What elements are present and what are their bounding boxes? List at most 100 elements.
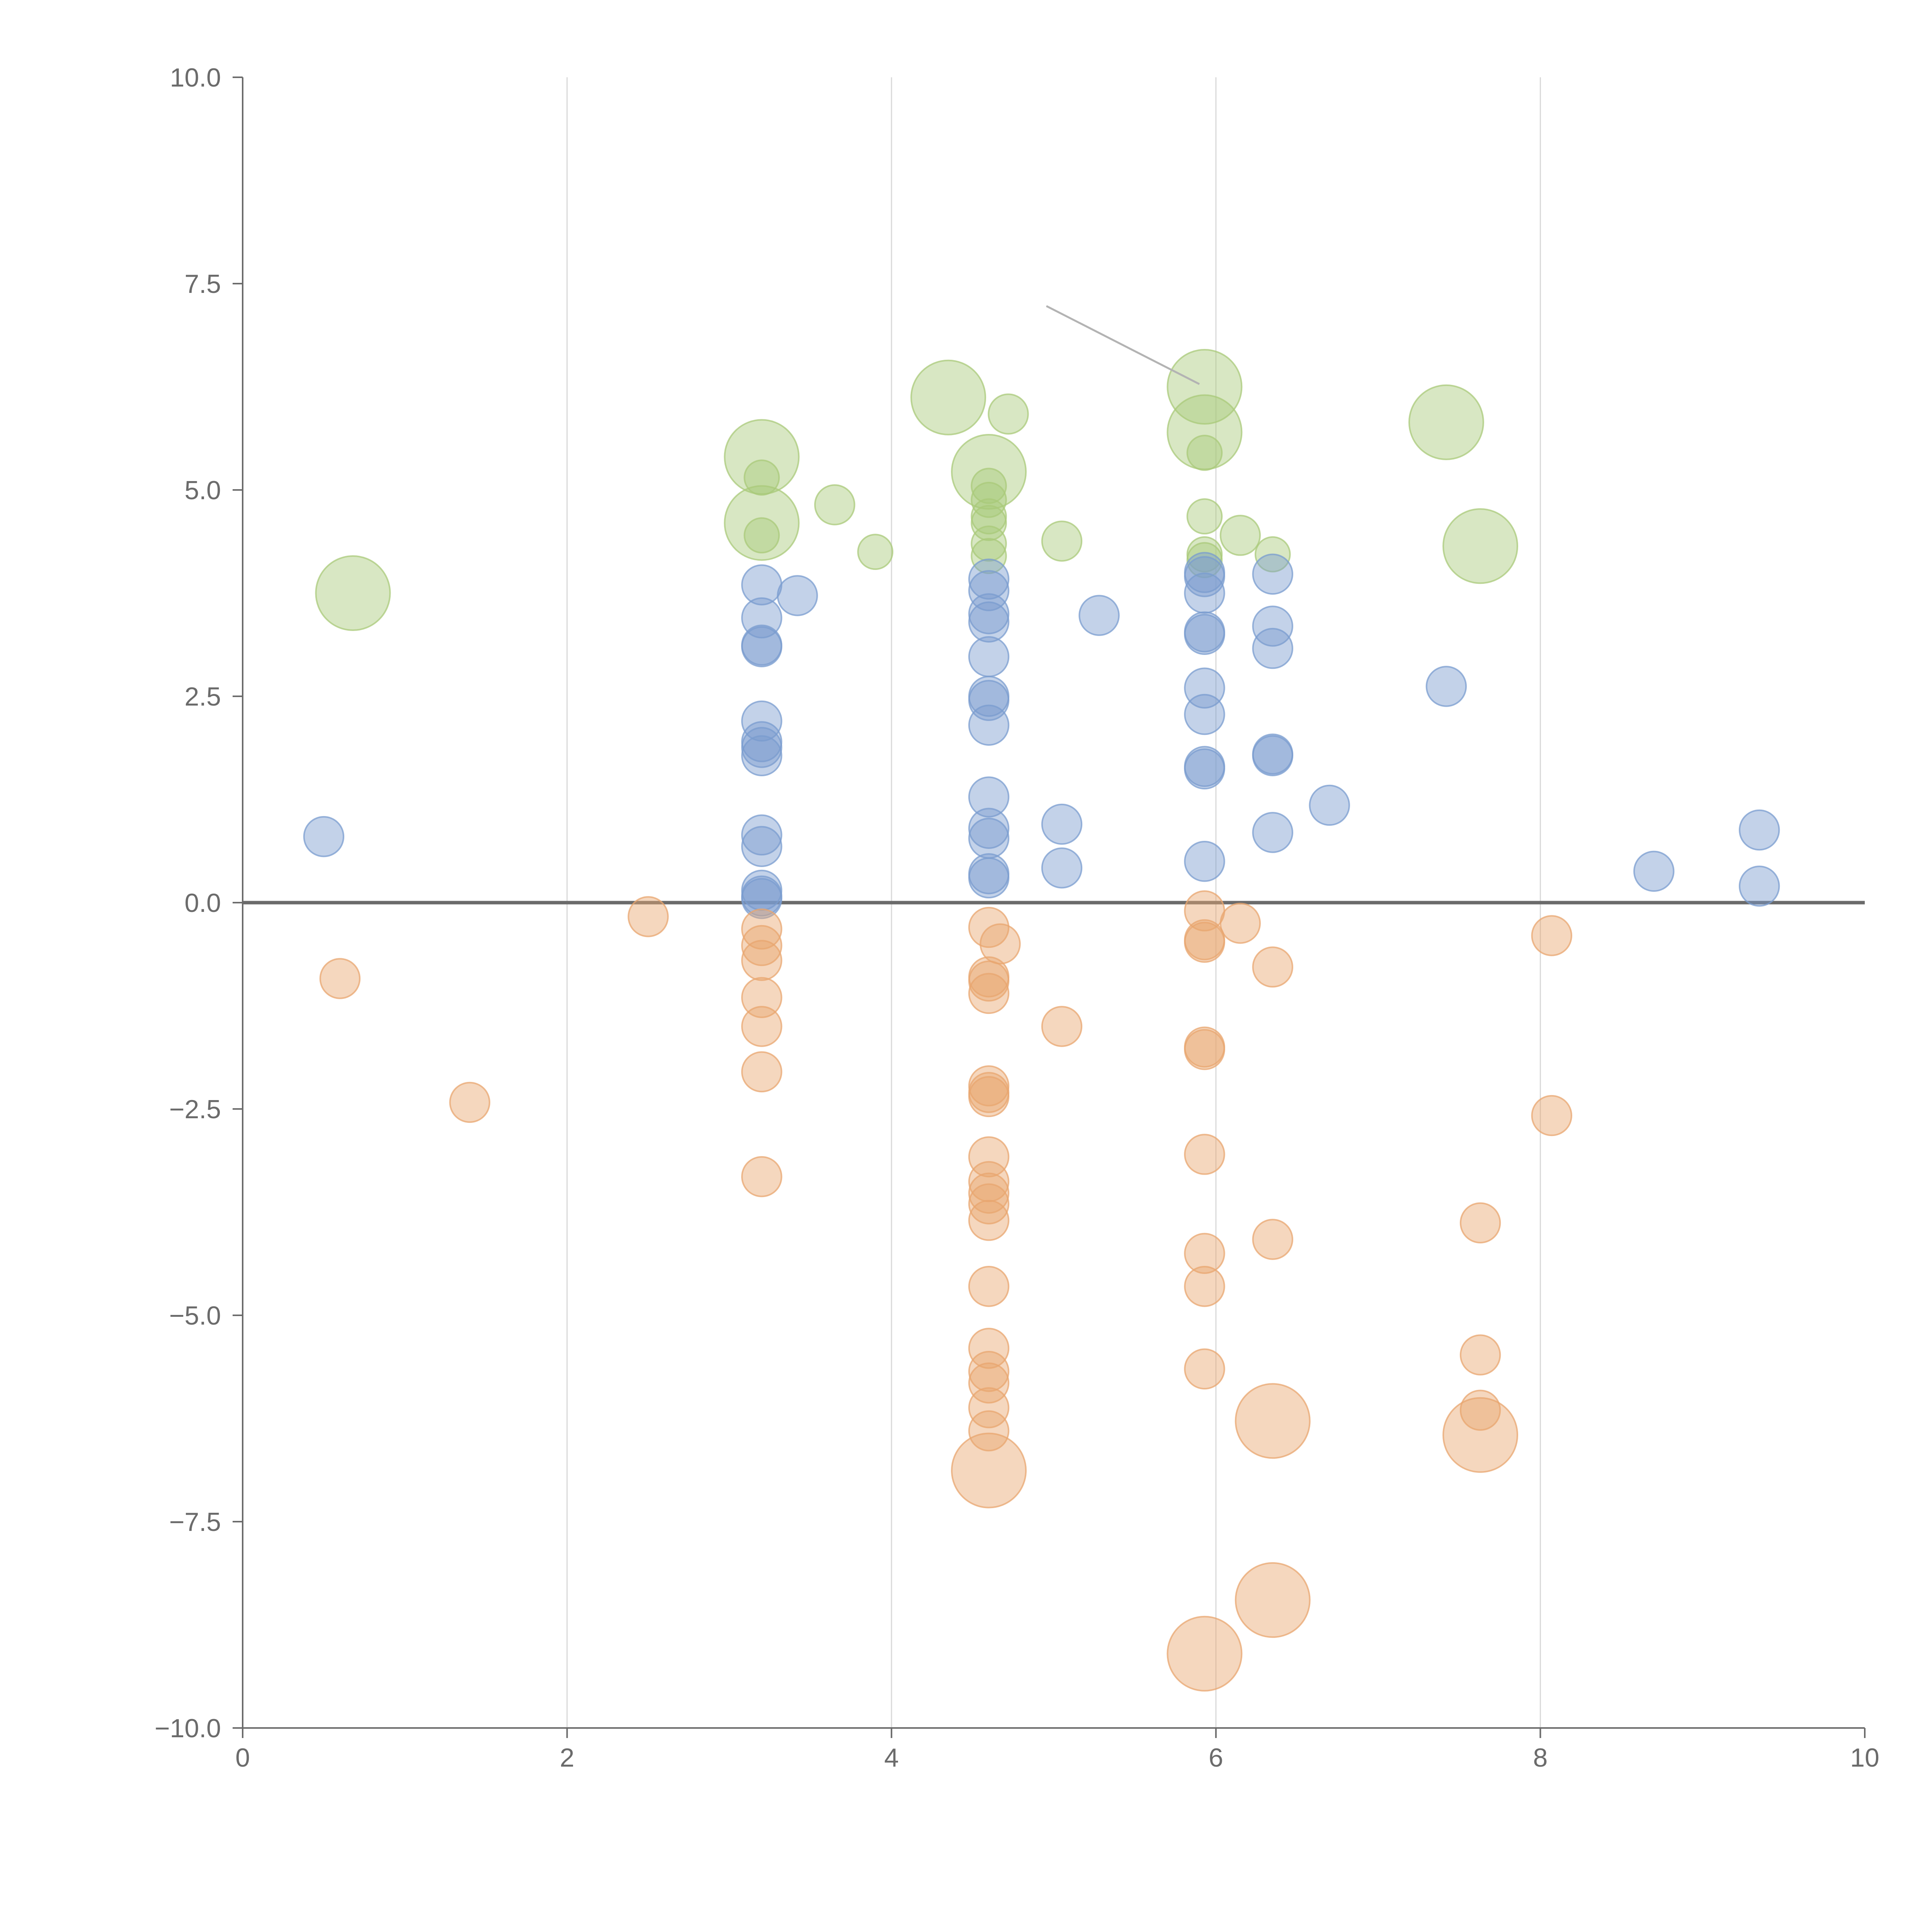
- bubble-point-green: [724, 419, 800, 495]
- bubble-point-blue: [1184, 748, 1225, 790]
- bubble-point-green: [1186, 542, 1223, 578]
- bubble-point-blue: [968, 601, 1010, 643]
- bubble-point-blue: [1252, 735, 1293, 776]
- bubble-point-orange: [741, 1006, 782, 1047]
- bubble-point-orange: [968, 960, 1010, 1002]
- bubble-point-orange: [741, 925, 782, 966]
- bubble-point-blue: [968, 593, 1010, 634]
- bubble-point-green: [1219, 515, 1261, 556]
- bubble-point-blue: [968, 776, 1010, 818]
- y-tick-label: 2.5: [184, 682, 221, 711]
- bubble-point-blue: [968, 857, 1010, 899]
- bubble-point-green: [1041, 520, 1083, 562]
- bubble-point-green: [951, 434, 1027, 510]
- bubble-point-blue: [1184, 694, 1225, 735]
- bubble-point-blue: [1041, 803, 1083, 845]
- bubble-point-orange: [968, 1410, 1010, 1452]
- bubble-point-orange: [1041, 1006, 1083, 1047]
- bubble-point-orange: [741, 908, 782, 950]
- bubble-point-blue: [741, 826, 782, 867]
- bubble-point-blue: [741, 878, 782, 919]
- bubble-point-orange: [968, 973, 1010, 1014]
- bubble-point-orange: [1531, 915, 1572, 956]
- bubble-point-green: [1186, 435, 1223, 471]
- y-tick-label: −10.0: [155, 1714, 221, 1743]
- x-tick-label: 4: [884, 1743, 899, 1772]
- bubble-point-green: [971, 526, 1007, 562]
- bubble-point-orange: [968, 1351, 1010, 1392]
- bubble-point-blue: [741, 735, 782, 776]
- bubble-point-blue: [1309, 784, 1350, 826]
- bubble-point-blue: [968, 808, 1010, 849]
- bubble-point-orange: [1252, 1219, 1293, 1260]
- x-tick-label: 6: [1209, 1743, 1223, 1772]
- y-tick-label: 5.0: [184, 476, 221, 505]
- x-tick-label: 8: [1533, 1743, 1548, 1772]
- bubble-point-orange: [968, 1200, 1010, 1241]
- bubble-point-blue: [741, 626, 782, 668]
- bubble-point-green: [1442, 508, 1519, 584]
- bubble-point-blue: [777, 575, 818, 616]
- bubble-point-blue: [1078, 595, 1120, 636]
- bubble-point-orange: [319, 958, 361, 999]
- bubble-point-orange: [968, 1183, 1010, 1225]
- bubble-point-orange: [968, 1266, 1010, 1307]
- bubble-point-blue: [1633, 850, 1675, 892]
- bubble-point-green: [910, 359, 986, 435]
- bubble-point-blue: [968, 680, 1010, 721]
- bubble-point-blue: [968, 558, 1010, 600]
- bubble-point-green: [971, 505, 1007, 541]
- bubble-point-orange: [1184, 1348, 1225, 1390]
- bubble-point-orange: [741, 1051, 782, 1093]
- bubble-point-orange: [1184, 1233, 1225, 1274]
- tick-labels: 0 2 4 6 8 10 10.0 7.5 5.0 2.5 0.0 −2.5 −5.0 −7.5 −10.0: [155, 63, 1879, 1772]
- bubble-point-blue: [1425, 666, 1467, 707]
- y-tick-label: 0.0: [184, 888, 221, 918]
- x-tick-label: 10: [1850, 1743, 1879, 1772]
- bubble-point-orange: [1235, 1562, 1311, 1638]
- bubble-point-orange: [968, 1387, 1010, 1429]
- bubble-point-orange: [1252, 946, 1293, 988]
- bubble-point-orange: [1235, 1383, 1311, 1459]
- bubble-point-blue: [1738, 809, 1780, 851]
- bubble-point-green: [857, 534, 894, 570]
- bubble-point-blue: [1184, 556, 1225, 597]
- annotation-leaders: [1046, 305, 1200, 385]
- x-tick-label: 2: [560, 1743, 575, 1772]
- bubble-point-orange: [968, 1076, 1010, 1117]
- bubble-point-blue: [1184, 572, 1225, 614]
- bubble-point-orange: [951, 1432, 1027, 1509]
- bubble-point-orange: [628, 896, 669, 937]
- bubble-point-blue: [1738, 866, 1780, 907]
- bubble-point-orange: [968, 1136, 1010, 1178]
- bubble-point-orange: [1459, 1202, 1501, 1243]
- y-tick-label: −5.0: [169, 1301, 221, 1330]
- bubble-point-blue: [968, 570, 1010, 611]
- y-tick-label: −2.5: [169, 1095, 221, 1124]
- bubble-point-blue: [1252, 812, 1293, 853]
- bubble-point-blue: [741, 721, 782, 762]
- x-tick-label: 0: [235, 1743, 250, 1772]
- axes: [242, 77, 1865, 1729]
- bubble-point-orange: [1531, 1095, 1572, 1136]
- bubble-point-blue: [1184, 841, 1225, 882]
- bubble-point-blue: [303, 816, 345, 857]
- bubble-point-blue: [1184, 614, 1225, 655]
- bubble-point-orange: [1184, 1134, 1225, 1175]
- bubble-point-green: [724, 485, 800, 561]
- bubble-point-blue: [1252, 628, 1293, 669]
- bubble-point-green: [1167, 394, 1243, 470]
- y-tick-label: 7.5: [184, 269, 221, 299]
- bubble-point-orange: [741, 1156, 782, 1197]
- bubbles: [303, 349, 1780, 1692]
- bubble-point-orange: [1459, 1389, 1501, 1431]
- bubble-point-orange: [1184, 1029, 1225, 1070]
- bubble-point-blue: [741, 727, 782, 768]
- bubble-point-orange: [449, 1082, 490, 1123]
- bubble-point-blue: [741, 814, 782, 856]
- bubble-point-orange: [741, 977, 782, 1018]
- bubble-point-orange: [968, 1328, 1010, 1369]
- bubble-point-blue: [1252, 605, 1293, 647]
- bubble-point-orange: [1442, 1397, 1519, 1473]
- annotation-leader-line: [1046, 305, 1200, 385]
